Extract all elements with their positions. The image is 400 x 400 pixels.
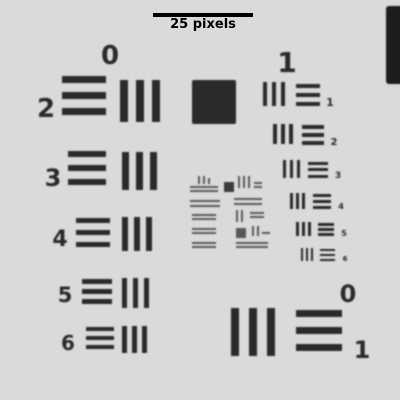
group1-element-3: 3 (283, 160, 341, 181)
element-5-horizontal-bars (82, 279, 112, 304)
fine-label-1: 1 (326, 96, 334, 109)
element-3-vertical-bars (122, 152, 157, 190)
element-5-vertical-bars (122, 278, 149, 308)
group-label-mid: 1 (277, 46, 296, 79)
large-square (192, 80, 236, 124)
element-2-horizontal-bars (62, 76, 106, 115)
edge-strip (386, 6, 400, 84)
element-label-3: 3 (45, 164, 62, 192)
group-label-top: 0 (101, 41, 119, 71)
group1-element-5: 5 (296, 222, 347, 238)
group1-element-1: 1 (263, 82, 334, 109)
group0-element-1-horizontal-bars (296, 310, 342, 351)
element-label-6: 6 (61, 331, 75, 355)
group-label-bottom: 0 (340, 280, 357, 308)
element-6-vertical-bars (122, 326, 147, 353)
element-label-2: 2 (37, 94, 55, 124)
fine-label-2: 2 (331, 137, 338, 148)
fine-label-4: 4 (338, 202, 344, 211)
element-4-vertical-bars (122, 217, 152, 251)
fine-label-3: 3 (335, 171, 341, 181)
central-fine-groups (190, 176, 270, 248)
element-4-horizontal-bars (76, 218, 110, 247)
element-2-vertical-bars (120, 80, 160, 122)
group1-element-2: 2 (273, 124, 338, 148)
element-6-horizontal-bars (86, 327, 114, 349)
element-label-5: 5 (58, 283, 73, 307)
fine-label-6: 6 (343, 255, 348, 263)
group1-element-6: 6 (301, 248, 348, 263)
small-square (224, 182, 234, 192)
scale-bar (153, 13, 253, 17)
element-label-1: 1 (354, 336, 371, 364)
scale-bar-label: 25 pixels (170, 17, 236, 32)
element-label-4: 4 (52, 227, 67, 252)
group0-element-1-vertical-bars (231, 308, 275, 356)
fine-label-5: 5 (341, 229, 347, 238)
group1-element-4: 4 (290, 193, 344, 211)
element-3-horizontal-bars (68, 151, 106, 185)
